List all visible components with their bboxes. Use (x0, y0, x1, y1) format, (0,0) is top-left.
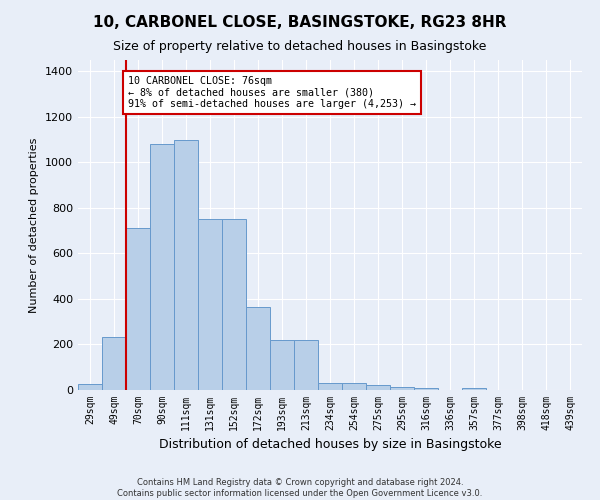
Bar (222, 220, 246, 390)
Bar (246, 307, 270, 390)
Bar (126, 228, 150, 390)
Bar (462, 388, 486, 390)
Bar (150, 144, 174, 390)
Y-axis label: Number of detached properties: Number of detached properties (29, 138, 40, 312)
Bar (390, 386, 414, 390)
Bar (78, 384, 102, 390)
Bar (174, 140, 198, 390)
Text: 10 CARBONEL CLOSE: 76sqm
← 8% of detached houses are smaller (380)
91% of semi-d: 10 CARBONEL CLOSE: 76sqm ← 8% of detache… (128, 76, 416, 109)
Bar (342, 383, 366, 390)
Bar (294, 340, 318, 390)
Bar (414, 388, 438, 390)
Text: Contains HM Land Registry data © Crown copyright and database right 2024.
Contai: Contains HM Land Registry data © Crown c… (118, 478, 482, 498)
Bar (366, 386, 390, 390)
Bar (270, 340, 294, 390)
Bar (318, 383, 342, 390)
X-axis label: Distribution of detached houses by size in Basingstoke: Distribution of detached houses by size … (158, 438, 502, 452)
Text: 10, CARBONEL CLOSE, BASINGSTOKE, RG23 8HR: 10, CARBONEL CLOSE, BASINGSTOKE, RG23 8H… (93, 15, 507, 30)
Text: Size of property relative to detached houses in Basingstoke: Size of property relative to detached ho… (113, 40, 487, 53)
Bar (198, 220, 222, 390)
Bar (102, 336, 126, 390)
